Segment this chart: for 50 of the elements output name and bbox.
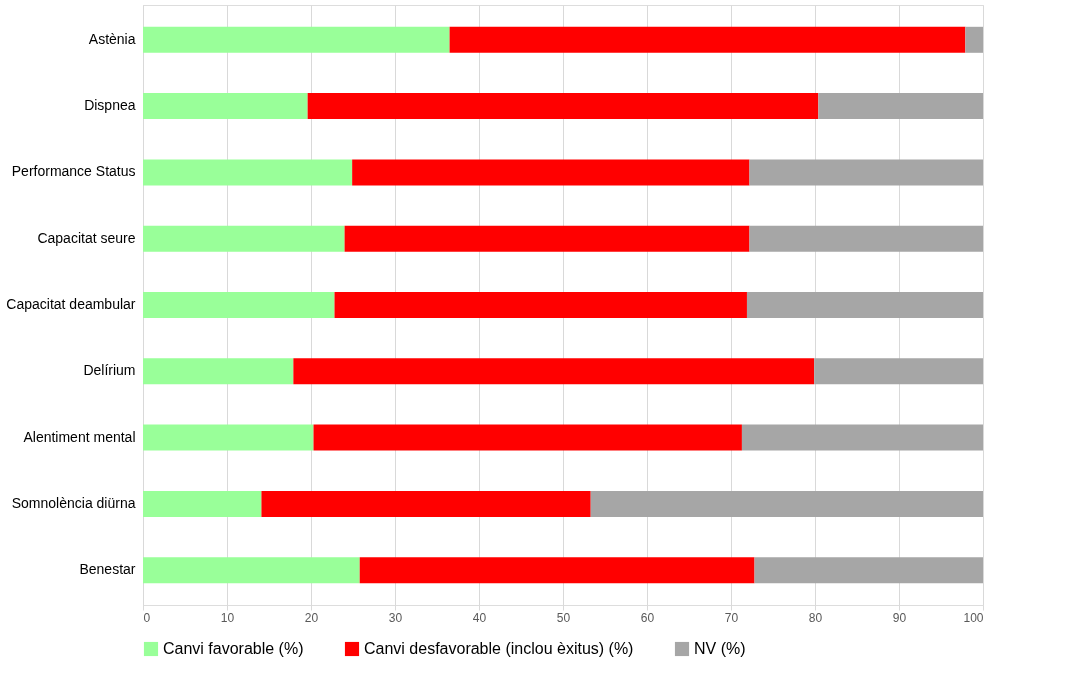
bar [352, 159, 750, 186]
bar [334, 292, 747, 318]
bar [143, 225, 345, 252]
y-tick-label: Alentiment mental [23, 428, 136, 445]
bar [293, 358, 815, 385]
legend-label: Canvi desfavorable (inclou èxitus) (%) [364, 640, 634, 657]
bar [965, 26, 983, 53]
bar [754, 557, 983, 584]
bar [143, 424, 314, 451]
bar [143, 557, 360, 584]
legend-label: Canvi favorable (%) [163, 640, 304, 657]
x-tick-label: 20 [304, 610, 319, 625]
bar [359, 557, 755, 584]
bar [746, 292, 983, 318]
y-tick-label: Capacitat seure [37, 229, 136, 246]
y-tick-label: Benestar [79, 561, 136, 578]
legend-label: NV (%) [694, 640, 746, 657]
y-tick-label: Dispnea [84, 97, 136, 114]
x-tick-label: 80 [808, 610, 823, 625]
bar [143, 93, 308, 120]
bar [143, 358, 294, 385]
x-tick-label: 10 [220, 610, 235, 625]
x-tick-label: 30 [388, 610, 403, 625]
bar [307, 93, 819, 120]
y-tick-label: Astènia [88, 30, 136, 47]
bar [143, 159, 353, 186]
bar [143, 292, 335, 318]
x-tick-label: 50 [556, 610, 571, 625]
bar [741, 424, 983, 451]
bar [749, 225, 983, 252]
bar [449, 26, 966, 53]
bar [818, 93, 983, 120]
bar [344, 225, 750, 252]
y-tick-label: Capacitat deambular [6, 296, 136, 312]
x-tick-label: 100 [963, 610, 984, 625]
bar [749, 159, 983, 186]
y-tick-label: Somnolència diürna [11, 494, 136, 511]
bar [261, 490, 591, 517]
bar [590, 490, 983, 517]
bar [814, 358, 983, 385]
bar [313, 424, 742, 451]
x-tick-label: 70 [724, 610, 739, 625]
bar [143, 490, 262, 517]
bar [143, 26, 450, 53]
x-tick-label: 0 [143, 610, 151, 625]
x-tick-label: 40 [472, 610, 487, 625]
y-tick-label: Delírium [83, 362, 136, 379]
y-tick-label: Performance Status [11, 163, 136, 180]
x-tick-label: 60 [640, 610, 655, 625]
x-tick-label: 90 [892, 610, 907, 625]
